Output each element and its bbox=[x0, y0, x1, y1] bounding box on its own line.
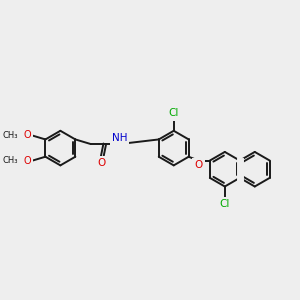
Text: O: O bbox=[23, 130, 31, 140]
Text: Cl: Cl bbox=[169, 109, 179, 118]
Text: NH: NH bbox=[112, 133, 127, 143]
Text: O: O bbox=[23, 156, 31, 166]
Text: CH₃: CH₃ bbox=[2, 131, 18, 140]
Text: Cl: Cl bbox=[220, 199, 230, 209]
Text: O: O bbox=[97, 158, 105, 168]
Text: CH₃: CH₃ bbox=[2, 156, 18, 165]
Text: O: O bbox=[194, 160, 202, 170]
